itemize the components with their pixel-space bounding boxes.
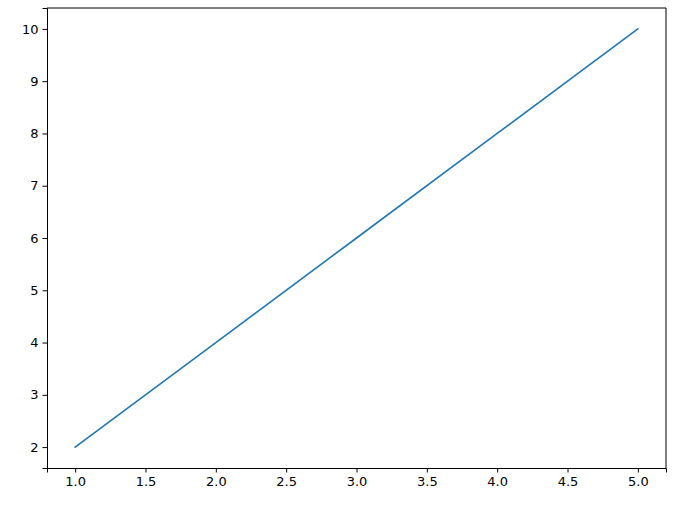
line <box>75 29 638 447</box>
tick-label: 5 <box>30 283 38 298</box>
tick-mark <box>43 290 48 291</box>
tick-label: 8 <box>30 126 38 141</box>
tick: 4.0 <box>487 468 508 489</box>
tick: 3 <box>30 387 47 402</box>
axis-line <box>48 469 667 473</box>
tick-mark <box>43 81 48 82</box>
tick: 4.5 <box>558 468 579 489</box>
tick: 4 <box>30 335 47 350</box>
tick-label: 1.5 <box>136 474 157 489</box>
tick: 5 <box>30 283 47 298</box>
tick-label: 4.5 <box>558 474 579 489</box>
tick-mark <box>145 468 146 473</box>
tick-mark <box>43 447 48 448</box>
tick-label: 3.0 <box>347 474 368 489</box>
tick-mark <box>43 395 48 396</box>
tick-mark <box>43 186 48 187</box>
marks <box>75 29 638 447</box>
tick-mark <box>286 468 287 473</box>
tick-mark <box>638 468 639 473</box>
tick-label: 2.0 <box>206 474 227 489</box>
tick-label: 10 <box>22 22 39 37</box>
tick-label: 4.0 <box>487 474 508 489</box>
tick: 2.0 <box>206 468 227 489</box>
tick-label: 1.0 <box>65 474 86 489</box>
tick: 3.0 <box>347 468 368 489</box>
tick-label: 5.0 <box>628 474 649 489</box>
tick-mark <box>568 468 569 473</box>
tick-label: 2.5 <box>276 474 297 489</box>
tick: 1.0 <box>65 468 86 489</box>
tick-label: 7 <box>30 178 38 193</box>
tick-mark <box>357 468 358 473</box>
tick-label: 6 <box>30 231 38 246</box>
tick-mark <box>43 29 48 30</box>
tick-label: 2 <box>30 440 38 455</box>
tick-mark <box>497 468 498 473</box>
chart: 1.0 1.5 2.0 2.5 3.0 3.5 4.0 4.5 5.0 2 3 4 5 6 7 8 9 10 <box>0 0 673 510</box>
y-axis: 2 3 4 5 6 7 8 9 10 <box>22 9 48 469</box>
tick-mark <box>427 468 428 473</box>
tick-label: 9 <box>30 74 38 89</box>
tick: 2.5 <box>276 468 297 489</box>
tick: 2 <box>30 440 47 455</box>
axis-line <box>43 9 48 469</box>
tick-label: 3.5 <box>417 474 438 489</box>
tick-mark <box>75 468 76 473</box>
tick-mark <box>43 133 48 134</box>
tick-label: 3 <box>30 387 38 402</box>
tick: 9 <box>30 74 47 89</box>
tick-mark <box>43 343 48 344</box>
tick: 8 <box>30 126 47 141</box>
tick: 5.0 <box>628 468 649 489</box>
tick: 7 <box>30 178 47 193</box>
tick: 10 <box>22 22 47 37</box>
spine <box>47 8 666 9</box>
spine <box>666 8 667 468</box>
tick-mark <box>43 238 48 239</box>
x-axis: 1.0 1.5 2.0 2.5 3.0 3.5 4.0 4.5 5.0 <box>48 468 667 489</box>
tick: 3.5 <box>417 468 438 489</box>
tick-mark <box>216 468 217 473</box>
tick: 1.5 <box>136 468 157 489</box>
tick-label: 4 <box>30 335 38 350</box>
tick: 6 <box>30 231 47 246</box>
plot: 1.0 1.5 2.0 2.5 3.0 3.5 4.0 4.5 5.0 2 3 4 5 6 7 8 9 10 <box>22 8 667 489</box>
